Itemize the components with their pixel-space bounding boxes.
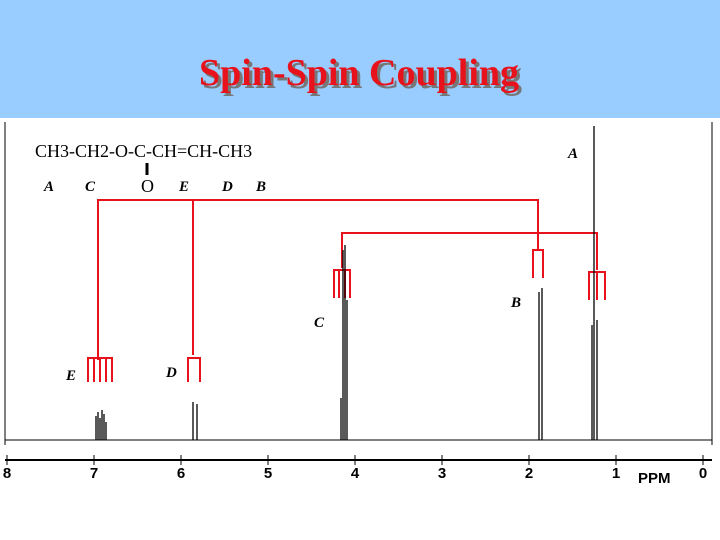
multiplet-bracket bbox=[333, 269, 351, 298]
peak bbox=[538, 288, 543, 440]
axis-tick-label: 6 bbox=[177, 465, 185, 482]
peak-label: E bbox=[65, 368, 76, 384]
peak-label: A bbox=[567, 146, 578, 162]
group-label: A bbox=[43, 179, 54, 195]
axis-unit: PPM bbox=[638, 470, 671, 487]
axis-tick-label: 7 bbox=[90, 465, 98, 482]
title: Spin-Spin Coupling bbox=[199, 52, 519, 94]
peak bbox=[340, 245, 348, 440]
axis-tick-label: 0 bbox=[699, 465, 707, 482]
axis-tick-label: 3 bbox=[438, 465, 446, 482]
multiplet-bracket bbox=[588, 271, 606, 300]
axis-tick-label: 8 bbox=[3, 465, 11, 482]
axis-tick-label: 2 bbox=[525, 465, 533, 482]
peak bbox=[192, 402, 198, 440]
coupling-line bbox=[97, 199, 539, 360]
axis-tick-label: 4 bbox=[351, 465, 360, 482]
axis-ticks: 8 7 6 5 4 3 2 1 0 bbox=[3, 455, 707, 482]
peak-label: B bbox=[510, 295, 521, 311]
multiplet-bracket bbox=[532, 249, 544, 278]
group-label: E bbox=[178, 179, 189, 195]
group-label: D bbox=[221, 179, 233, 195]
axis-tick-label: 5 bbox=[264, 465, 272, 482]
peak-label: D bbox=[165, 365, 177, 381]
axis-tick-label: 1 bbox=[612, 465, 620, 482]
spectrum bbox=[4, 122, 713, 445]
peak-label: C bbox=[314, 315, 325, 331]
group-label: B bbox=[255, 179, 266, 195]
multiplet-bracket bbox=[87, 357, 113, 382]
coupling-line bbox=[341, 232, 598, 270]
formula: CH3-CH2-O-C-CH=CH-CH3 bbox=[35, 141, 252, 161]
coupling-lines bbox=[87, 199, 606, 382]
carbonyl-o: O bbox=[141, 176, 154, 196]
peak bbox=[591, 126, 598, 440]
multiplet-bracket bbox=[187, 357, 201, 382]
header-band bbox=[0, 0, 720, 118]
group-label: C bbox=[85, 179, 96, 195]
peak bbox=[95, 410, 107, 440]
title-shadow: Spin-Spin Coupling bbox=[202, 55, 522, 97]
